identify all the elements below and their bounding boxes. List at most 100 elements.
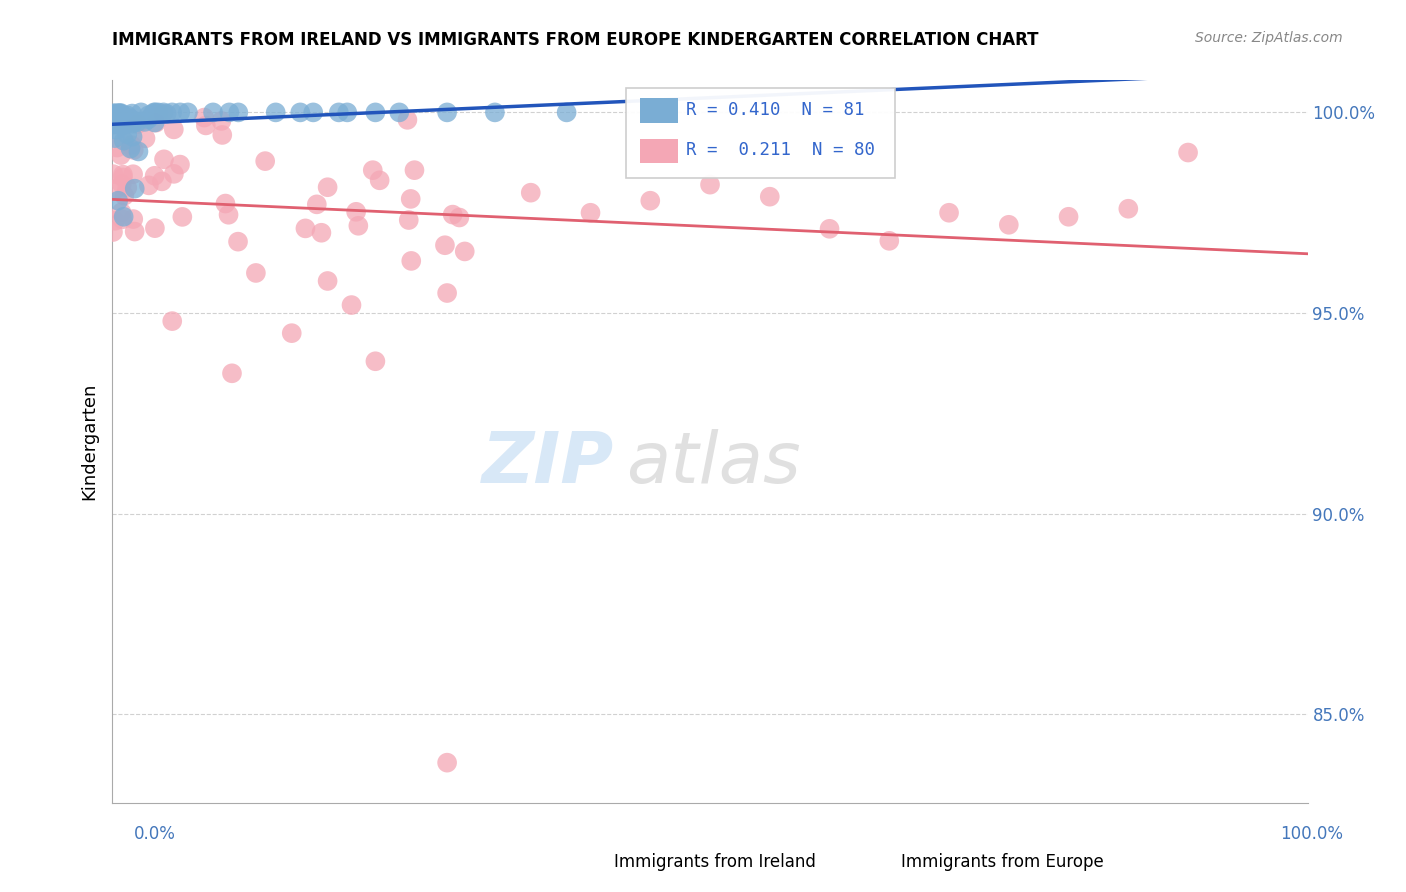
Point bbox=[120, 142, 142, 156]
Point bbox=[226, 235, 249, 249]
Point bbox=[110, 106, 132, 120]
Text: 100.0%: 100.0% bbox=[1279, 825, 1343, 843]
Point bbox=[105, 117, 128, 131]
Point bbox=[104, 111, 127, 125]
Point bbox=[127, 117, 149, 131]
Point bbox=[290, 105, 312, 120]
Point bbox=[145, 116, 167, 130]
Point bbox=[107, 108, 129, 122]
FancyBboxPatch shape bbox=[640, 139, 678, 163]
Point bbox=[436, 105, 458, 120]
Point bbox=[112, 210, 135, 224]
Point bbox=[110, 111, 132, 125]
Point bbox=[136, 112, 159, 127]
Point bbox=[110, 112, 132, 127]
Point bbox=[163, 167, 186, 181]
Point bbox=[264, 105, 287, 120]
Point bbox=[143, 105, 166, 120]
Point bbox=[124, 114, 146, 128]
Point bbox=[368, 173, 391, 187]
Point bbox=[142, 107, 165, 121]
Point bbox=[122, 167, 145, 181]
Point bbox=[110, 205, 132, 219]
Point bbox=[209, 114, 232, 128]
Point bbox=[226, 105, 249, 120]
Point bbox=[281, 326, 304, 341]
Point bbox=[194, 119, 217, 133]
Bar bbox=[567, 847, 600, 863]
Point bbox=[938, 206, 960, 220]
Point bbox=[103, 114, 125, 128]
FancyBboxPatch shape bbox=[640, 98, 678, 123]
Point bbox=[104, 114, 127, 128]
Point bbox=[111, 109, 134, 123]
Point bbox=[143, 221, 166, 235]
Point bbox=[105, 182, 128, 196]
Point bbox=[111, 212, 134, 227]
Point bbox=[103, 109, 125, 123]
Point bbox=[117, 180, 139, 194]
Point bbox=[520, 186, 543, 200]
Point bbox=[111, 177, 134, 191]
Point bbox=[114, 117, 136, 131]
Point bbox=[449, 211, 471, 225]
Point bbox=[169, 105, 191, 120]
Point bbox=[433, 238, 456, 252]
Point bbox=[364, 105, 387, 120]
Point bbox=[347, 219, 370, 233]
Point bbox=[108, 117, 131, 131]
Point bbox=[399, 192, 422, 206]
Point bbox=[110, 148, 132, 162]
Point bbox=[454, 244, 477, 259]
Point bbox=[101, 225, 124, 239]
Text: Immigrants from Ireland: Immigrants from Ireland bbox=[614, 854, 817, 871]
Point bbox=[699, 178, 721, 192]
Text: R = 0.410  N = 81: R = 0.410 N = 81 bbox=[686, 101, 865, 119]
Point bbox=[138, 108, 160, 122]
Point bbox=[218, 105, 240, 120]
Point bbox=[103, 167, 125, 181]
Point bbox=[305, 197, 328, 211]
Point bbox=[101, 106, 124, 120]
Text: ZIP: ZIP bbox=[482, 429, 614, 498]
Point bbox=[105, 123, 128, 137]
Point bbox=[107, 194, 129, 208]
Point bbox=[134, 115, 156, 129]
Point bbox=[103, 117, 125, 131]
Point bbox=[316, 274, 339, 288]
Point bbox=[388, 105, 411, 120]
Point bbox=[143, 169, 166, 183]
Point bbox=[998, 218, 1021, 232]
Point bbox=[160, 105, 183, 120]
FancyBboxPatch shape bbox=[627, 87, 896, 178]
Point bbox=[221, 367, 243, 381]
Point bbox=[218, 208, 240, 222]
Point bbox=[398, 213, 420, 227]
Point bbox=[104, 131, 127, 145]
Point bbox=[254, 154, 277, 169]
Point bbox=[121, 129, 143, 144]
Point bbox=[103, 108, 125, 122]
Point bbox=[127, 145, 149, 159]
Point bbox=[120, 113, 142, 128]
Point bbox=[105, 140, 128, 154]
Bar bbox=[853, 847, 887, 863]
Point bbox=[436, 756, 458, 770]
Point bbox=[105, 114, 128, 128]
Point bbox=[104, 213, 127, 227]
Point bbox=[441, 208, 464, 222]
Point bbox=[202, 105, 225, 120]
Point bbox=[103, 112, 125, 126]
Point bbox=[117, 108, 139, 122]
Point bbox=[156, 106, 179, 120]
Point bbox=[138, 178, 160, 193]
Point bbox=[104, 106, 127, 120]
Point bbox=[107, 113, 129, 128]
Point bbox=[121, 106, 143, 120]
Point bbox=[143, 115, 166, 129]
Point bbox=[344, 204, 367, 219]
Point bbox=[107, 106, 129, 120]
Point bbox=[134, 131, 156, 145]
Point bbox=[169, 158, 191, 172]
Point bbox=[340, 298, 363, 312]
